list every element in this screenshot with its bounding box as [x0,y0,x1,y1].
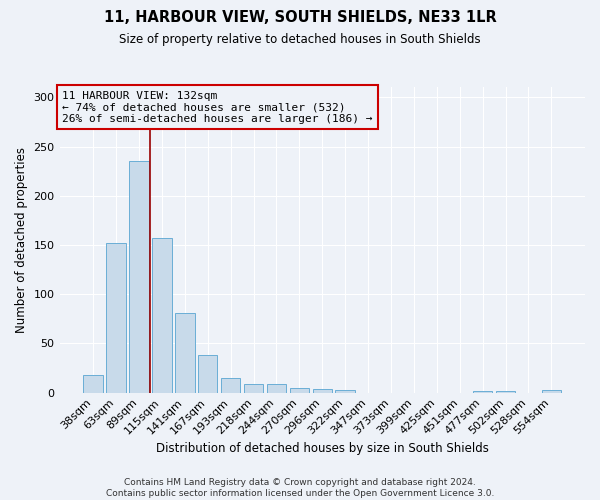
Bar [244,384,263,392]
Bar [129,162,149,392]
Bar [335,390,355,392]
Text: 11, HARBOUR VIEW, SOUTH SHIELDS, NE33 1LR: 11, HARBOUR VIEW, SOUTH SHIELDS, NE33 1L… [104,10,496,25]
Bar [496,390,515,392]
Bar [83,375,103,392]
Bar [473,390,493,392]
Bar [221,378,241,392]
Y-axis label: Number of detached properties: Number of detached properties [15,147,28,333]
Bar [290,388,309,392]
Bar [106,243,126,392]
Bar [313,388,332,392]
Bar [175,313,194,392]
Bar [267,384,286,392]
Text: Size of property relative to detached houses in South Shields: Size of property relative to detached ho… [119,32,481,46]
Text: Contains HM Land Registry data © Crown copyright and database right 2024.
Contai: Contains HM Land Registry data © Crown c… [106,478,494,498]
Text: 11 HARBOUR VIEW: 132sqm
← 74% of detached houses are smaller (532)
26% of semi-d: 11 HARBOUR VIEW: 132sqm ← 74% of detache… [62,90,373,124]
Bar [152,238,172,392]
Bar [198,355,217,393]
Bar [542,390,561,392]
X-axis label: Distribution of detached houses by size in South Shields: Distribution of detached houses by size … [156,442,489,455]
